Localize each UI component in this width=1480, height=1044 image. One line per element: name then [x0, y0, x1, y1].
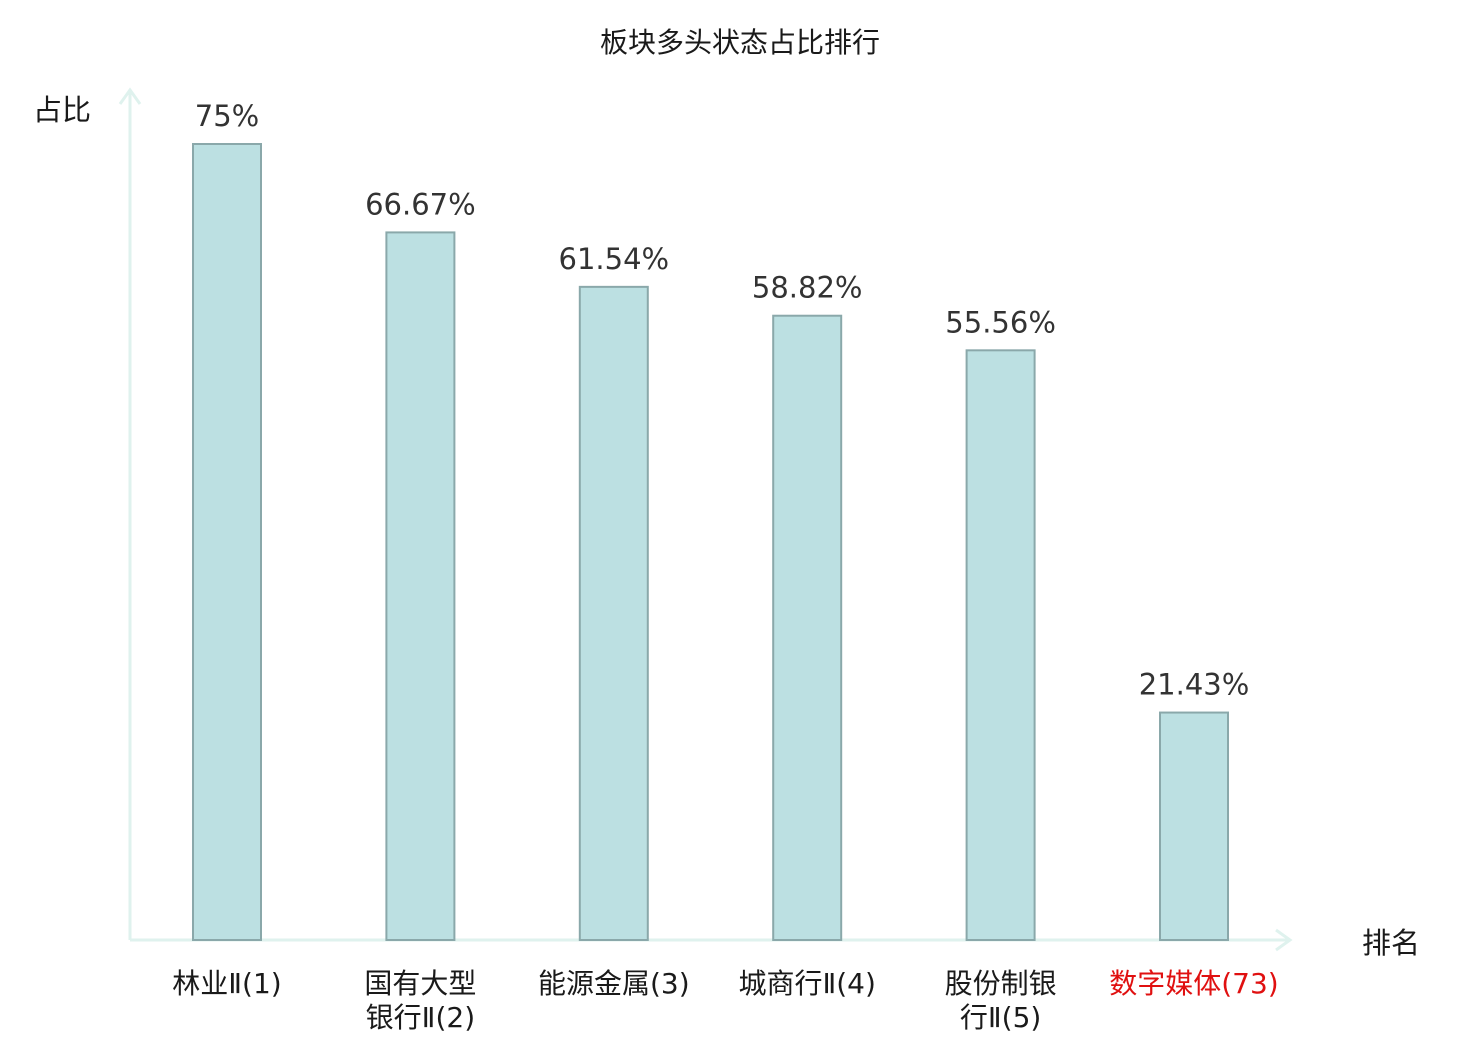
bars: [192, 143, 1229, 942]
bar-value-label: 21.43%: [1139, 668, 1250, 702]
category-label-line: 数字媒体(73): [1109, 967, 1278, 1000]
bar-value-label: 66.67%: [365, 187, 476, 221]
category-label: 能源金属(3): [538, 967, 690, 1000]
y-axis-arrow: [118, 87, 142, 105]
axes: [118, 87, 1293, 952]
category-labels: 林业Ⅱ(1) 国有大型银行Ⅱ(2) 能源金属(3) 城商行Ⅱ(4) 股份制银行Ⅱ(5) 数…: [172, 967, 1278, 1034]
category-label-line: 股份制银: [945, 967, 1057, 1000]
bar: [1159, 711, 1229, 942]
category-label-line: 行Ⅱ(5): [960, 1001, 1041, 1034]
category-label-line: 国有大型: [364, 967, 476, 1000]
x-axis-arrow: [1275, 928, 1293, 952]
category-label-line: 银行Ⅱ(2): [366, 1001, 475, 1034]
bar: [385, 231, 456, 942]
category-label-line: 林业Ⅱ(1): [172, 967, 281, 1000]
category-label: 城商行Ⅱ(4): [738, 967, 875, 1000]
bar-value-label: 58.82%: [752, 271, 863, 305]
category-label: 林业Ⅱ(1): [172, 967, 281, 1000]
category-label: 数字媒体(73): [1109, 967, 1278, 1000]
bar: [192, 143, 262, 941]
bar: [578, 285, 649, 941]
category-label: 股份制银行Ⅱ(5): [945, 967, 1057, 1034]
bar-value-label: 61.54%: [559, 242, 670, 276]
bar: [772, 314, 843, 941]
bar-value-label: 75%: [195, 99, 259, 133]
bar-value-label: 55.56%: [945, 305, 1056, 339]
x-axis-label: 排名: [1362, 926, 1420, 960]
chart-title: 板块多头状态占比排行: [600, 26, 880, 59]
data-labels: 75% 66.67% 61.54% 58.82% 55.56% 21.43%: [195, 99, 1250, 702]
category-label-line: 能源金属(3): [538, 967, 690, 1000]
category-label-line: 城商行Ⅱ(4): [738, 967, 875, 1000]
bar: [965, 349, 1036, 942]
category-label: 国有大型银行Ⅱ(2): [364, 967, 476, 1034]
y-axis-label: 占比: [33, 93, 91, 127]
